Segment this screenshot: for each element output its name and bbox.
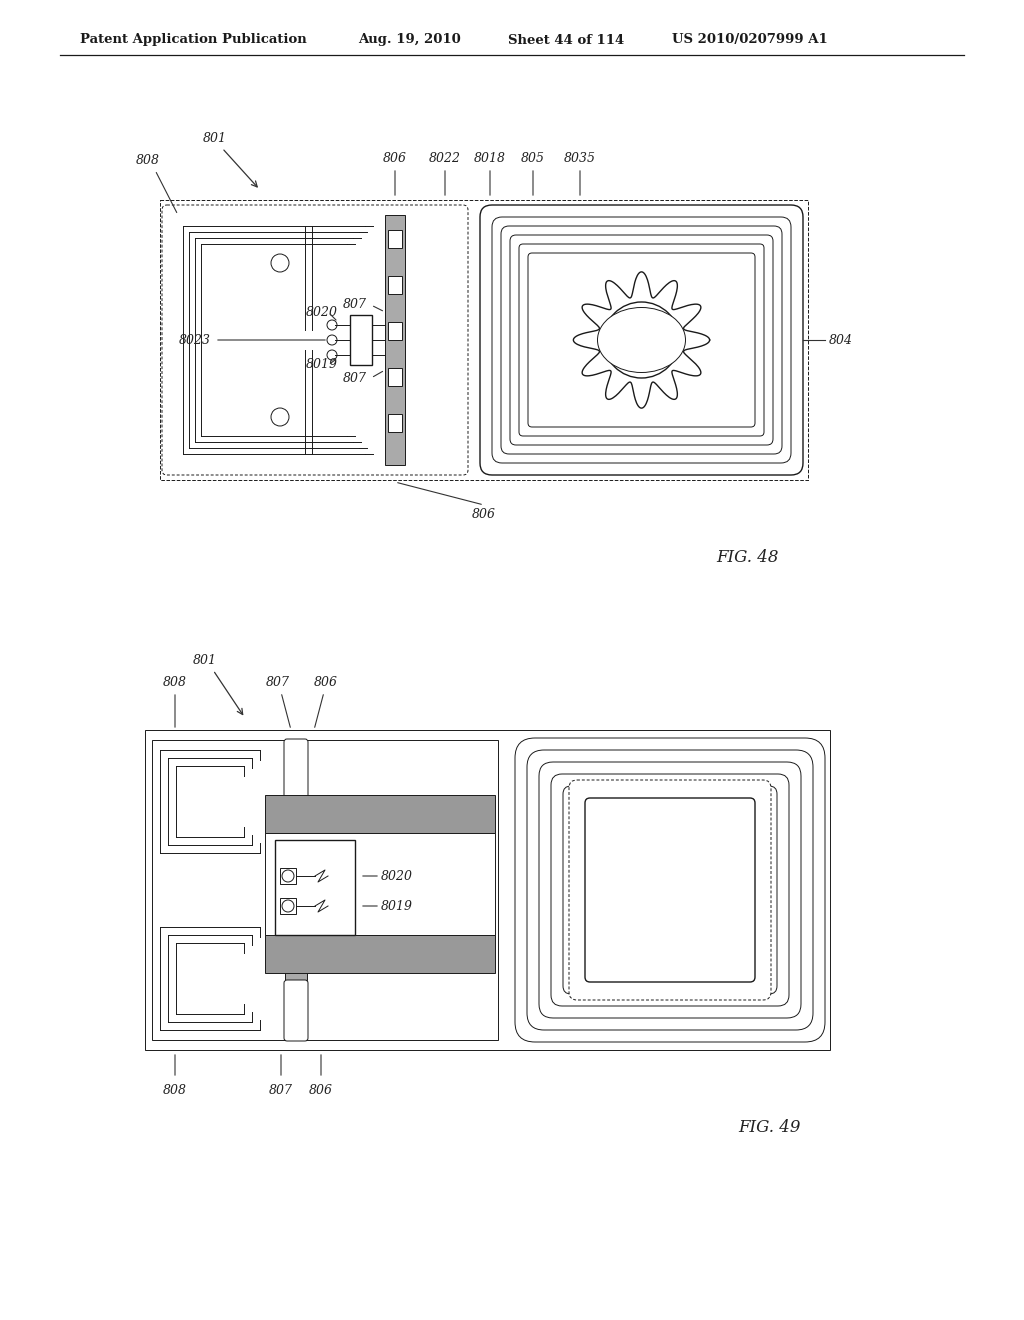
Bar: [388, 414, 402, 432]
Bar: [388, 230, 402, 248]
Text: 807: 807: [343, 371, 367, 384]
Text: 8020: 8020: [306, 305, 338, 318]
FancyBboxPatch shape: [480, 205, 803, 475]
Text: 807: 807: [343, 298, 367, 312]
Text: 806: 806: [314, 676, 338, 689]
Text: Sheet 44 of 114: Sheet 44 of 114: [508, 33, 625, 46]
Bar: [285, 800, 307, 979]
Bar: [265, 935, 495, 973]
Text: 808: 808: [136, 153, 160, 166]
Text: US 2010/0207999 A1: US 2010/0207999 A1: [672, 33, 827, 46]
Text: 8019: 8019: [381, 899, 413, 912]
FancyBboxPatch shape: [585, 799, 755, 982]
Text: 8035: 8035: [564, 152, 596, 165]
Text: 8023: 8023: [179, 334, 211, 346]
Text: 8018: 8018: [474, 152, 506, 165]
Circle shape: [282, 870, 294, 882]
Text: 805: 805: [521, 152, 545, 165]
FancyBboxPatch shape: [551, 774, 790, 1006]
Bar: [265, 833, 495, 935]
FancyBboxPatch shape: [284, 739, 308, 800]
Bar: [152, 741, 498, 1040]
Text: 806: 806: [472, 508, 496, 521]
Bar: [265, 795, 495, 833]
FancyBboxPatch shape: [563, 785, 777, 994]
FancyBboxPatch shape: [569, 780, 771, 1001]
Text: 804: 804: [829, 334, 853, 346]
Text: 807: 807: [269, 1084, 293, 1097]
FancyBboxPatch shape: [515, 738, 825, 1041]
Circle shape: [603, 302, 680, 378]
Circle shape: [282, 900, 294, 912]
Bar: [275, 840, 355, 935]
Bar: [388, 322, 402, 341]
Circle shape: [327, 319, 337, 330]
FancyBboxPatch shape: [527, 750, 813, 1030]
Circle shape: [327, 350, 337, 360]
Bar: [160, 201, 808, 480]
Bar: [280, 898, 296, 913]
Circle shape: [327, 335, 337, 345]
Bar: [280, 869, 296, 884]
Ellipse shape: [597, 308, 685, 372]
Text: 807: 807: [266, 676, 290, 689]
FancyBboxPatch shape: [284, 979, 308, 1041]
Bar: [388, 368, 402, 385]
FancyBboxPatch shape: [162, 205, 468, 475]
Bar: [350, 315, 372, 366]
Text: 806: 806: [309, 1084, 333, 1097]
Bar: [385, 215, 406, 465]
Bar: [388, 276, 402, 294]
Circle shape: [271, 253, 289, 272]
Text: Patent Application Publication: Patent Application Publication: [80, 33, 307, 46]
Text: 808: 808: [163, 676, 187, 689]
Text: 801: 801: [193, 653, 217, 667]
Bar: [145, 730, 830, 1049]
Text: Aug. 19, 2010: Aug. 19, 2010: [358, 33, 461, 46]
Text: 808: 808: [163, 1084, 187, 1097]
Text: FIG. 48: FIG. 48: [717, 549, 779, 566]
Text: 8020: 8020: [381, 870, 413, 883]
Text: 801: 801: [203, 132, 227, 144]
FancyBboxPatch shape: [539, 762, 801, 1018]
Text: FIG. 49: FIG. 49: [738, 1119, 801, 1137]
Circle shape: [271, 408, 289, 426]
Text: 8019: 8019: [306, 359, 338, 371]
Text: 8022: 8022: [429, 152, 461, 165]
Text: 806: 806: [383, 152, 407, 165]
